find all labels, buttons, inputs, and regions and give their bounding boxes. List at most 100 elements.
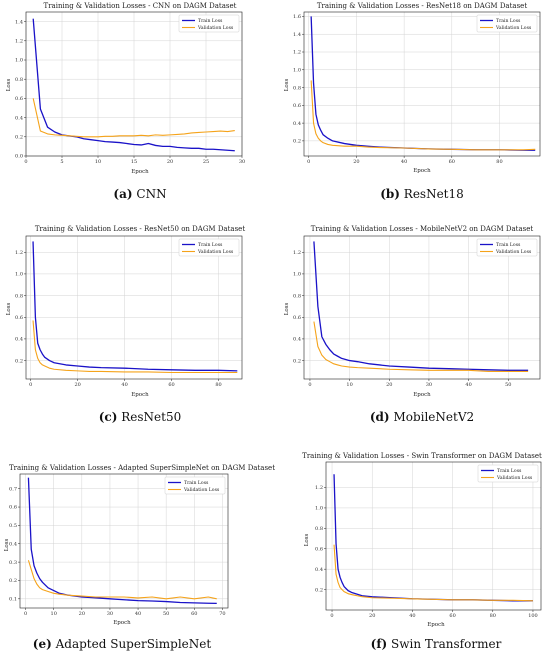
x-tick-label: 40 <box>409 613 415 619</box>
caption: (d) MobileNetV2 <box>370 410 474 424</box>
caption: (a) CNN <box>113 187 166 201</box>
x-tick-label: 30 <box>239 159 245 165</box>
panel-title: Training & Validation Losses - CNN on DA… <box>44 2 237 10</box>
x-tick-label: 80 <box>496 159 502 165</box>
panel-title: Training & Validation Losses - ResNet18 … <box>317 2 527 10</box>
legend-label: Train Loss <box>198 242 223 248</box>
y-tick-label: 0.2 <box>15 358 23 364</box>
plot-frame <box>19 473 229 609</box>
validation-loss-line <box>333 544 533 602</box>
y-tick-label: 1.2 <box>315 485 323 491</box>
x-tick-label: 70 <box>219 611 225 617</box>
x-tick-label: 10 <box>95 159 101 165</box>
y-tick-label: 1.0 <box>293 67 301 73</box>
y-tick-label: 0.5 <box>9 523 17 529</box>
x-tick-label: 10 <box>51 611 57 617</box>
y-tick-label: 0.7 <box>9 486 17 492</box>
train-loss-line <box>313 241 529 371</box>
x-tick-label: 100 <box>528 613 538 619</box>
y-axis-label: Loss <box>304 534 310 547</box>
validation-loss-line <box>32 98 235 138</box>
caption-letter: (d) <box>370 410 390 424</box>
train-loss-line <box>32 241 238 372</box>
panel-swin-transformer: Training & Validation Losses - Swin Tran… <box>302 452 542 651</box>
x-axis-label: Epoch <box>413 168 431 174</box>
panel-resnet18: Training & Validation Losses - ResNet18 … <box>284 2 541 201</box>
y-tick-label: 0.6 <box>315 546 323 552</box>
caption-text: MobileNetV2 <box>393 410 474 424</box>
x-axis-label: Epoch <box>131 392 149 398</box>
x-axis-label: Epoch <box>131 169 149 175</box>
plot-frame <box>325 461 542 611</box>
y-tick-label: 1.0 <box>15 58 23 64</box>
x-tick-label: 25 <box>203 159 209 165</box>
y-tick-label: 0.6 <box>9 505 17 511</box>
x-axis-label: Epoch <box>413 392 431 398</box>
caption: (c) ResNet50 <box>99 410 182 424</box>
x-tick-label: 60 <box>191 611 197 617</box>
x-axis-label: Epoch <box>427 622 445 628</box>
x-tick-label: 0 <box>24 611 27 617</box>
y-tick-label: 0.6 <box>293 315 301 321</box>
caption-text: ResNet50 <box>121 410 181 424</box>
x-tick-label: 20 <box>386 382 392 388</box>
x-tick-label: 20 <box>167 159 173 165</box>
caption-letter: (e) <box>33 637 52 651</box>
y-tick-label: 0.2 <box>315 587 323 593</box>
y-tick-label: 0.8 <box>293 293 301 299</box>
y-tick-label: 0.4 <box>9 541 17 547</box>
y-tick-label: 1.0 <box>315 506 323 512</box>
y-tick-label: 0.4 <box>293 337 301 343</box>
y-tick-label: 0.4 <box>15 337 23 343</box>
x-tick-label: 5 <box>60 159 63 165</box>
validation-loss-line <box>310 80 536 151</box>
plot-area: 0 5 10 15 20 25 30 0.0 0.2 0.4 0.6 0.8 1.0 1.2 1.4 Trai… <box>15 11 245 165</box>
plot-frame <box>25 11 243 157</box>
legend-label: Validation Loss <box>495 249 532 255</box>
plot-area: 0 20 40 60 80 0.2 0.4 0.6 0.8 1.0 1.2 Train LossVal… <box>15 235 243 388</box>
caption-letter: (a) <box>113 187 132 201</box>
y-axis-label: Loss <box>6 303 12 316</box>
panel-mobilenetv2: Training & Validation Losses - MobileNet… <box>284 225 541 424</box>
y-tick-label: 0.2 <box>9 578 17 584</box>
panel-title: Training & Validation Losses - ResNet50 … <box>35 225 245 233</box>
y-tick-label: 1.2 <box>15 39 23 45</box>
validation-loss-line <box>313 321 529 372</box>
legend-label: Validation Loss <box>197 25 234 31</box>
x-tick-label: 0 <box>308 382 311 388</box>
y-tick-label: 0.3 <box>9 560 17 566</box>
y-tick-label: 0.2 <box>293 139 301 145</box>
legend-label: Validation Loss <box>495 25 532 31</box>
panel-cnn: Training & Validation Losses - CNN on DA… <box>6 2 245 201</box>
x-tick-label: 40 <box>135 611 141 617</box>
legend-label: Train Loss <box>198 18 223 24</box>
x-tick-label: 0 <box>24 159 27 165</box>
y-tick-label: 0.2 <box>293 358 301 364</box>
plot-area: 0 20 40 60 80 0.2 0.4 0.6 0.8 1.0 1.2 1.4 1.6 Train L… <box>293 11 541 165</box>
y-axis-label: Loss <box>284 303 290 316</box>
x-tick-label: 0 <box>29 382 32 388</box>
x-tick-label: 0 <box>307 159 310 165</box>
y-tick-label: 1.2 <box>293 50 301 56</box>
plot-frame <box>303 11 541 157</box>
y-tick-label: 0.6 <box>293 103 301 109</box>
y-tick-label: 0.2 <box>15 135 23 141</box>
legend-label: Validation Loss <box>496 475 533 481</box>
validation-loss-line <box>27 560 217 600</box>
x-tick-label: 50 <box>163 611 169 617</box>
x-tick-label: 30 <box>107 611 113 617</box>
caption-letter: (c) <box>99 410 118 424</box>
caption: (f) Swin Transformer <box>371 637 502 651</box>
caption-letter: (b) <box>380 187 400 201</box>
y-tick-label: 1.2 <box>15 250 23 256</box>
panel-resnet50: Training & Validation Losses - ResNet50 … <box>6 225 245 424</box>
caption-text: ResNet18 <box>404 187 464 201</box>
plot-frame <box>303 235 541 380</box>
panel-title: Training & Validation Losses - Adapted S… <box>9 464 275 472</box>
caption-letter: (f) <box>371 637 388 651</box>
